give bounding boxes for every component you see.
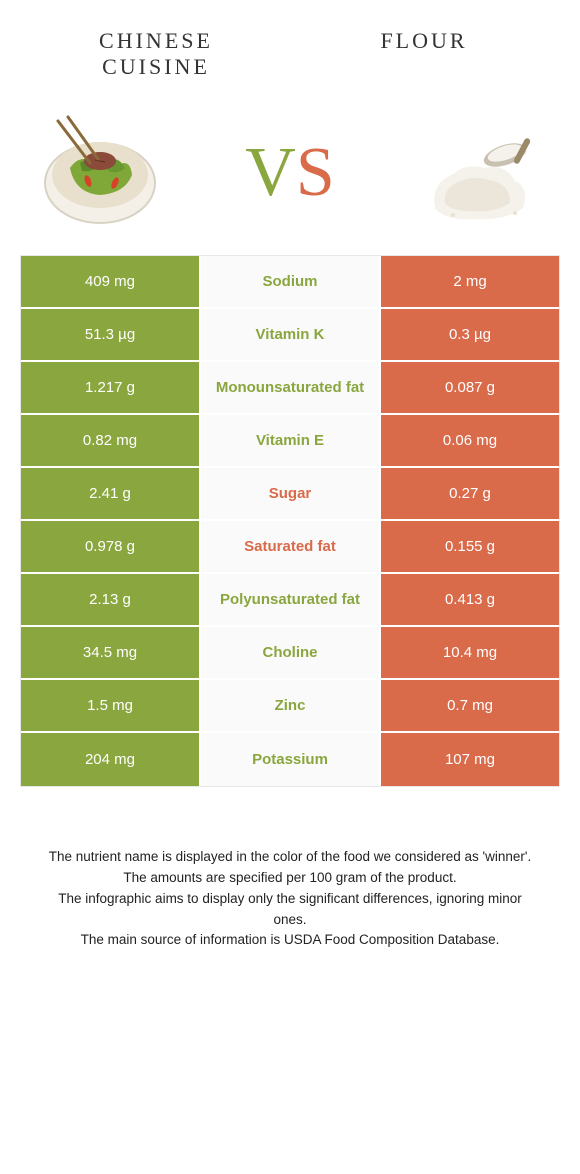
nutrient-label: Potassium: [201, 733, 381, 786]
title-left: CHINESE CUISINE: [46, 28, 266, 81]
table-row: 1.217 gMonounsaturated fat0.087 g: [21, 362, 559, 415]
value-right: 2 mg: [381, 256, 559, 307]
header: CHINESE CUISINE FLOUR: [0, 0, 580, 91]
value-right: 0.155 g: [381, 521, 559, 572]
footer-line-3: The infographic aims to display only the…: [40, 889, 540, 931]
footer-notes: The nutrient name is displayed in the co…: [40, 847, 540, 952]
flour-image: [410, 103, 550, 243]
value-left: 1.217 g: [21, 362, 201, 413]
table-row: 1.5 mgZinc0.7 mg: [21, 680, 559, 733]
nutrient-label: Choline: [201, 627, 381, 678]
nutrient-label: Vitamin E: [201, 415, 381, 466]
nutrient-label: Monounsaturated fat: [201, 362, 381, 413]
table-row: 2.41 gSugar0.27 g: [21, 468, 559, 521]
value-left: 1.5 mg: [21, 680, 201, 731]
vs-v: V: [245, 134, 296, 211]
vs-label: VS: [245, 133, 335, 213]
comparison-table: 409 mgSodium2 mg51.3 µgVitamin K0.3 µg1.…: [20, 255, 560, 787]
nutrient-label: Zinc: [201, 680, 381, 731]
nutrient-label: Polyunsaturated fat: [201, 574, 381, 625]
nutrient-label: Sugar: [201, 468, 381, 519]
value-right: 0.06 mg: [381, 415, 559, 466]
value-left: 0.978 g: [21, 521, 201, 572]
chinese-cuisine-image: [30, 103, 170, 243]
value-right: 10.4 mg: [381, 627, 559, 678]
table-row: 0.978 gSaturated fat0.155 g: [21, 521, 559, 574]
table-row: 51.3 µgVitamin K0.3 µg: [21, 309, 559, 362]
footer-line-4: The main source of information is USDA F…: [40, 930, 540, 951]
table-row: 204 mgPotassium107 mg: [21, 733, 559, 786]
value-left: 2.41 g: [21, 468, 201, 519]
value-left: 0.82 mg: [21, 415, 201, 466]
value-right: 0.413 g: [381, 574, 559, 625]
value-left: 51.3 µg: [21, 309, 201, 360]
nutrient-label: Saturated fat: [201, 521, 381, 572]
table-row: 34.5 mgCholine10.4 mg: [21, 627, 559, 680]
value-left: 2.13 g: [21, 574, 201, 625]
title-right: FLOUR: [314, 28, 534, 81]
nutrient-label: Vitamin K: [201, 309, 381, 360]
value-left: 204 mg: [21, 733, 201, 786]
value-right: 0.7 mg: [381, 680, 559, 731]
table-row: 409 mgSodium2 mg: [21, 256, 559, 309]
footer-line-2: The amounts are specified per 100 gram o…: [40, 868, 540, 889]
nutrient-label: Sodium: [201, 256, 381, 307]
value-right: 0.087 g: [381, 362, 559, 413]
vs-s: S: [296, 134, 335, 211]
table-row: 0.82 mgVitamin E0.06 mg: [21, 415, 559, 468]
value-left: 34.5 mg: [21, 627, 201, 678]
value-right: 107 mg: [381, 733, 559, 786]
table-row: 2.13 gPolyunsaturated fat0.413 g: [21, 574, 559, 627]
value-left: 409 mg: [21, 256, 201, 307]
value-right: 0.3 µg: [381, 309, 559, 360]
footer-line-1: The nutrient name is displayed in the co…: [40, 847, 540, 868]
value-right: 0.27 g: [381, 468, 559, 519]
images-row: VS: [0, 99, 580, 243]
